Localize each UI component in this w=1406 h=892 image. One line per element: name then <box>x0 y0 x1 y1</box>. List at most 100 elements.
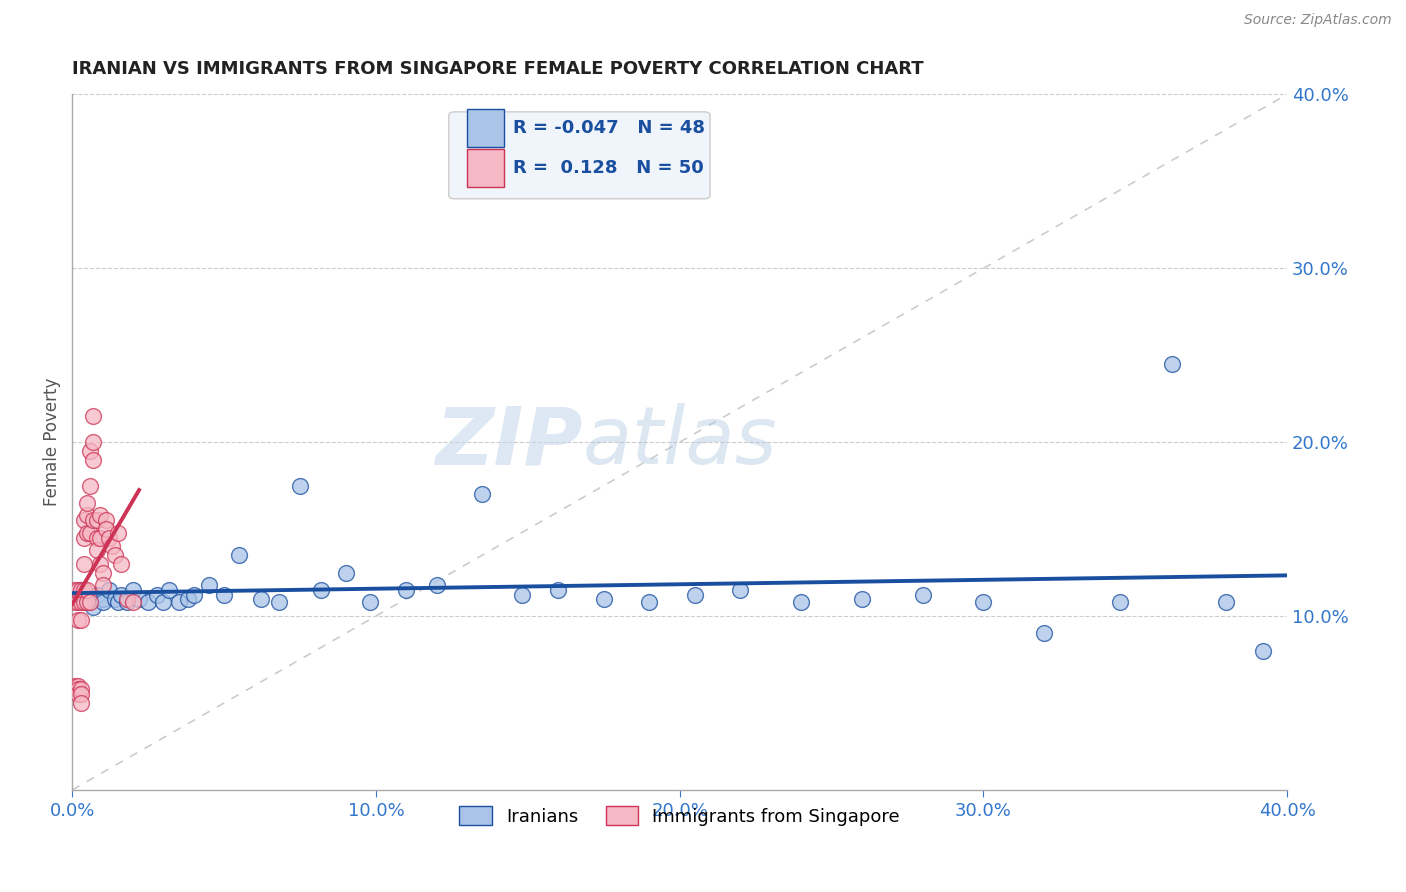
Point <box>73 557 96 571</box>
Point <box>100 540 122 554</box>
Point <box>76 582 98 597</box>
Point <box>79 525 101 540</box>
Point <box>70 582 93 597</box>
Point <box>790 595 813 609</box>
Point <box>76 496 98 510</box>
Point <box>86 588 108 602</box>
FancyBboxPatch shape <box>467 149 503 187</box>
Point <box>67 681 90 696</box>
Point <box>198 578 221 592</box>
Point <box>91 591 114 606</box>
Point <box>107 595 129 609</box>
Point <box>82 513 104 527</box>
Point <box>73 513 96 527</box>
Point <box>1109 595 1132 609</box>
Point <box>70 582 93 597</box>
FancyBboxPatch shape <box>467 109 503 147</box>
Point <box>86 513 108 527</box>
Point <box>67 679 90 693</box>
Point <box>79 591 101 606</box>
Point <box>110 557 132 571</box>
Point <box>426 578 449 592</box>
Point <box>73 595 96 609</box>
Point <box>152 595 174 609</box>
Legend: Iranians, Immigrants from Singapore: Iranians, Immigrants from Singapore <box>451 799 907 833</box>
Point <box>65 679 87 693</box>
Point <box>1033 626 1056 640</box>
Point <box>89 557 111 571</box>
Point <box>97 531 120 545</box>
Point <box>167 595 190 609</box>
Point <box>547 582 569 597</box>
Point <box>73 582 96 597</box>
Point <box>104 591 127 606</box>
Point <box>79 595 101 609</box>
Point <box>82 600 104 615</box>
Point <box>86 531 108 545</box>
Text: Source: ZipAtlas.com: Source: ZipAtlas.com <box>1244 13 1392 28</box>
Point <box>110 588 132 602</box>
FancyBboxPatch shape <box>449 112 710 199</box>
Point <box>683 588 706 602</box>
Point <box>65 595 87 609</box>
Point <box>89 531 111 545</box>
Point <box>76 595 98 609</box>
Point <box>128 591 150 606</box>
Point <box>70 681 93 696</box>
Point <box>592 591 614 606</box>
Y-axis label: Female Poverty: Female Poverty <box>44 378 60 507</box>
Point <box>1251 644 1274 658</box>
Point <box>359 595 381 609</box>
Point <box>67 687 90 701</box>
Point <box>86 543 108 558</box>
Point <box>1215 595 1237 609</box>
Point <box>1160 357 1182 371</box>
Point <box>107 525 129 540</box>
Point <box>911 588 934 602</box>
Point <box>122 582 145 597</box>
Point <box>395 582 418 597</box>
Point <box>510 588 533 602</box>
Text: R =  0.128   N = 50: R = 0.128 N = 50 <box>513 159 704 178</box>
Point <box>82 452 104 467</box>
Point <box>146 588 169 602</box>
Point <box>67 595 90 609</box>
Point <box>65 582 87 597</box>
Point <box>94 513 117 527</box>
Text: ZIP: ZIP <box>434 403 582 481</box>
Point <box>70 595 93 609</box>
Point <box>249 591 271 606</box>
Point <box>972 595 994 609</box>
Point <box>267 595 290 609</box>
Point <box>97 582 120 597</box>
Point <box>104 548 127 562</box>
Point <box>91 566 114 580</box>
Point <box>70 687 93 701</box>
Point <box>228 548 250 562</box>
Point <box>70 696 93 710</box>
Point <box>335 566 357 580</box>
Point <box>76 525 98 540</box>
Point <box>136 595 159 609</box>
Point <box>730 582 752 597</box>
Point <box>471 487 494 501</box>
Point <box>638 595 661 609</box>
Point <box>67 613 90 627</box>
Point <box>176 591 198 606</box>
Point <box>70 613 93 627</box>
Point <box>311 582 333 597</box>
Point <box>212 588 235 602</box>
Point <box>288 478 311 492</box>
Text: R = -0.047   N = 48: R = -0.047 N = 48 <box>513 120 706 137</box>
Point <box>122 595 145 609</box>
Point <box>73 531 96 545</box>
Point <box>76 595 98 609</box>
Point <box>115 591 138 606</box>
Point <box>157 582 180 597</box>
Point <box>76 508 98 523</box>
Point <box>94 522 117 536</box>
Point <box>91 578 114 592</box>
Point <box>67 582 90 597</box>
Point <box>89 508 111 523</box>
Point <box>82 435 104 450</box>
